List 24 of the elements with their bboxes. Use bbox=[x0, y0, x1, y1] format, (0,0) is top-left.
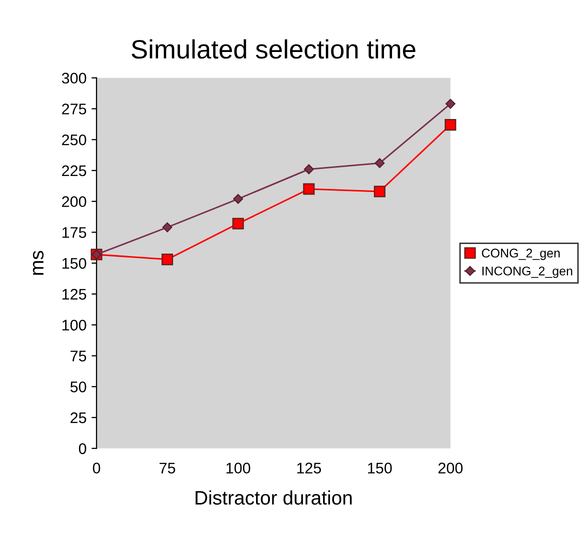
legend-label: CONG_2_gen bbox=[482, 248, 560, 260]
legend-label: INCONG_2_gen bbox=[482, 266, 572, 278]
y-tick-label: 225 bbox=[62, 165, 86, 176]
x-tick-label: 100 bbox=[226, 462, 250, 474]
x-tick-label: 125 bbox=[297, 462, 321, 474]
x-tick-label: 150 bbox=[368, 462, 392, 474]
y-tick-label: 0 bbox=[78, 443, 86, 454]
x-tick-label: 200 bbox=[438, 462, 463, 474]
x-axis-title: Distractor duration bbox=[196, 490, 352, 505]
y-tick-label: 125 bbox=[62, 288, 86, 300]
y-tick-label: 275 bbox=[62, 104, 86, 114]
x-tick-label: 0 bbox=[92, 462, 100, 474]
y-tick-label: 300 bbox=[62, 72, 86, 84]
y-tick-label: 250 bbox=[62, 134, 86, 146]
x-tick-label: 75 bbox=[160, 462, 176, 474]
y-tick-label: 150 bbox=[62, 258, 86, 269]
y-tick-label: 50 bbox=[70, 382, 86, 392]
y-tick-label: 100 bbox=[62, 320, 86, 331]
y-tick-label: 175 bbox=[62, 227, 86, 238]
y-tick-label: 75 bbox=[70, 350, 86, 362]
y-tick-label: 25 bbox=[70, 412, 86, 424]
y-tick-label: 200 bbox=[62, 196, 86, 208]
y-axis-title: ms bbox=[32, 250, 44, 275]
chart-title: Simulated selection time bbox=[132, 39, 416, 59]
